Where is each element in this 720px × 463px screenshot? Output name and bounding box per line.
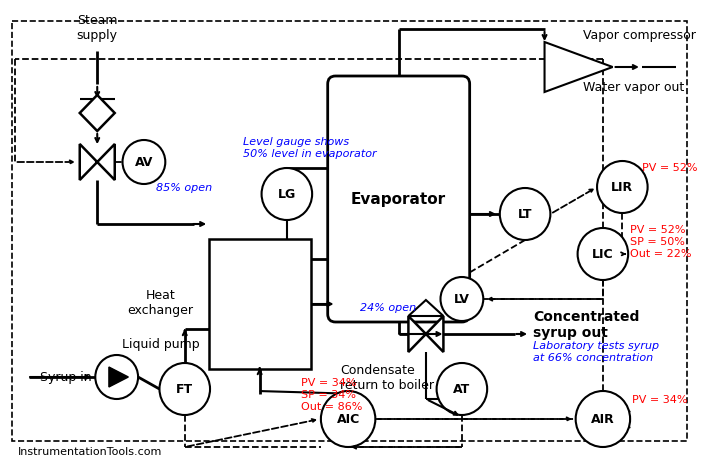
Text: LV: LV (454, 293, 470, 306)
Text: 24% open: 24% open (360, 302, 416, 313)
Text: AIC: AIC (336, 413, 360, 425)
Text: Steam
supply: Steam supply (77, 14, 118, 42)
Polygon shape (408, 300, 444, 316)
Text: Heat
exchanger: Heat exchanger (127, 288, 194, 316)
Circle shape (441, 277, 483, 321)
Text: Vapor compressor: Vapor compressor (583, 28, 696, 41)
Text: PV = 52%
SP = 50%
Out = 22%: PV = 52% SP = 50% Out = 22% (630, 225, 692, 258)
Circle shape (159, 363, 210, 415)
Text: AV: AV (135, 156, 153, 169)
Text: Water vapor out: Water vapor out (583, 81, 685, 94)
Text: FT: FT (176, 383, 193, 396)
Text: Level gauge shows
50% level in evaporator: Level gauge shows 50% level in evaporato… (243, 137, 377, 158)
Text: LIR: LIR (611, 181, 634, 194)
Circle shape (597, 162, 647, 213)
Circle shape (122, 141, 166, 185)
Text: LT: LT (518, 208, 532, 221)
Text: PV = 34%
SP = 34%
Out = 86%: PV = 34% SP = 34% Out = 86% (302, 378, 363, 411)
Circle shape (577, 229, 628, 281)
Text: AT: AT (454, 383, 470, 396)
Text: PV = 34%: PV = 34% (632, 394, 688, 404)
Text: LG: LG (278, 188, 296, 201)
Circle shape (576, 391, 630, 447)
Polygon shape (80, 96, 114, 131)
FancyBboxPatch shape (328, 77, 469, 322)
Circle shape (95, 355, 138, 399)
Circle shape (321, 391, 375, 447)
Polygon shape (109, 367, 128, 387)
Text: InstrumentationTools.com: InstrumentationTools.com (17, 446, 162, 456)
Circle shape (436, 363, 487, 415)
Text: Condensate
return to boiler: Condensate return to boiler (341, 363, 434, 391)
Text: 85% open: 85% open (156, 182, 212, 193)
Text: AIR: AIR (591, 413, 615, 425)
Polygon shape (80, 144, 114, 181)
Polygon shape (544, 43, 613, 93)
Bar (209, 239, 311, 369)
Text: LIC: LIC (592, 248, 613, 261)
Text: Evaporator: Evaporator (351, 192, 446, 207)
Text: Concentrated
syrup out: Concentrated syrup out (533, 309, 639, 339)
Text: Syrup in: Syrup in (40, 371, 92, 384)
Circle shape (261, 169, 312, 220)
Polygon shape (408, 316, 444, 352)
Text: PV = 52%: PV = 52% (642, 163, 697, 173)
Circle shape (500, 188, 550, 240)
Text: Laboratory tests syrup
at 66% concentration: Laboratory tests syrup at 66% concentrat… (533, 340, 659, 362)
Text: Liquid pump: Liquid pump (122, 338, 199, 351)
